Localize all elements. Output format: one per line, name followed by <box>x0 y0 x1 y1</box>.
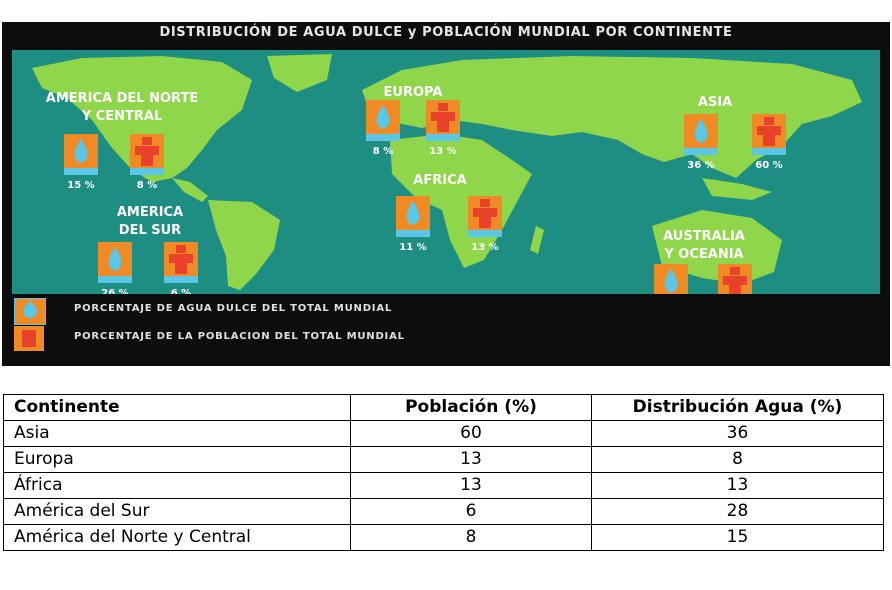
region-name: Y CENTRAL <box>81 109 162 124</box>
person-head-icon <box>142 137 152 145</box>
water-drop-icon <box>108 247 122 271</box>
person-body-icon <box>175 254 187 274</box>
column-header-continent: Continente <box>3 394 351 421</box>
person-head-icon <box>480 199 490 207</box>
region-markers: AMERICA DEL NORTE Y CENTRAL 15 % 8 % AMERICA… <box>46 85 786 294</box>
eurasia-shape <box>362 56 862 178</box>
legend-population-label: PORCENTAJE DE LA POBLACION DEL TOTAL MUN… <box>74 331 405 342</box>
table-header-row: Continente Población (%) Distribución Ag… <box>3 394 884 421</box>
person-head-icon <box>176 245 186 253</box>
continents <box>32 54 862 290</box>
population-percent-label: 6 % <box>171 288 191 294</box>
region-name: AFRICA <box>413 173 466 188</box>
person-body-icon <box>141 146 153 166</box>
cell-population: 6 <box>350 498 592 525</box>
population-level-bar <box>468 230 502 237</box>
population-level-bar <box>752 148 786 155</box>
table-row: América del Sur 6 28 <box>3 498 884 525</box>
infographic-title: DISTRIBUCIÓN DE AGUA DULCE y POBLACIÓN M… <box>2 22 890 44</box>
region-name: ASIA <box>698 95 732 110</box>
water-drop-icon <box>20 301 40 321</box>
column-header-water: Distribución Agua (%) <box>591 394 884 421</box>
legend-water-icon <box>14 298 46 325</box>
cell-population: 60 <box>350 420 592 447</box>
cell-continent: Europa <box>3 446 351 473</box>
population-percent-label: 13 % <box>471 242 498 253</box>
cell-population: 8 <box>350 524 592 551</box>
cell-population: 13 <box>350 446 592 473</box>
southeast-asia-islands-shape <box>702 178 772 200</box>
person-head-icon <box>764 117 774 125</box>
water-drop-icon <box>376 105 390 129</box>
person-body-icon <box>479 208 491 228</box>
world-map: AMERICA DEL NORTE Y CENTRAL 15 % 8 % AMERICA… <box>12 50 880 294</box>
cell-water: 28 <box>591 498 884 525</box>
cell-continent: África <box>3 472 351 499</box>
water-percent-label: 8 % <box>373 146 393 157</box>
person-icon <box>22 330 36 347</box>
north-america-shape <box>32 56 252 182</box>
south-america-shape <box>208 200 280 290</box>
greenland-shape <box>267 54 332 92</box>
water-level-bar <box>64 168 98 175</box>
water-level-bar <box>366 134 400 141</box>
region-name: DEL SUR <box>119 223 181 238</box>
cell-water: 15 <box>591 524 884 551</box>
water-drop-icon <box>694 119 708 143</box>
person-body-icon <box>729 276 741 294</box>
population-level-bar <box>164 276 198 283</box>
water-drop-icon <box>74 139 88 163</box>
madagascar-shape <box>530 226 544 254</box>
data-table: Continente Población (%) Distribución Ag… <box>3 394 884 551</box>
table-row: África 13 13 <box>3 472 884 499</box>
population-level-bar <box>426 134 460 141</box>
region-name: AMERICA DEL NORTE <box>46 91 198 106</box>
person-body-icon <box>437 112 449 132</box>
cell-continent: América del Sur <box>3 498 351 525</box>
region-name: EUROPA <box>384 85 443 100</box>
cell-water: 36 <box>591 420 884 447</box>
table-body: Asia 60 36 Europa 13 8 África 13 13 América del S… <box>3 420 884 551</box>
person-head-icon <box>730 267 740 275</box>
region-name: AMERICA <box>117 205 183 220</box>
water-level-bar <box>98 276 132 283</box>
infographic-panel: DISTRIBUCIÓN DE AGUA DULCE y POBLACIÓN M… <box>2 22 890 366</box>
water-level-bar <box>684 148 718 155</box>
table-head: Continente Población (%) Distribución Ag… <box>3 394 884 421</box>
region-name: AUSTRALIA <box>663 229 745 244</box>
water-level-bar <box>396 230 430 237</box>
legend-water-label: PORCENTAJE DE AGUA DULCE DEL TOTAL MUNDI… <box>74 303 393 314</box>
person-body-icon <box>763 126 775 146</box>
population-percent-label: 60 % <box>755 160 782 171</box>
region-name: Y OCEANIA <box>663 247 743 262</box>
column-header-population: Población (%) <box>350 394 592 421</box>
population-percent-label: 8 % <box>137 180 157 191</box>
water-percent-label: 36 % <box>687 160 714 171</box>
water-percent-label: 26 % <box>101 288 128 294</box>
cell-continent: América del Norte y Central <box>3 524 351 551</box>
cell-water: 13 <box>591 472 884 499</box>
cell-population: 13 <box>350 472 592 499</box>
table-row: América del Norte y Central 8 15 <box>3 524 884 551</box>
water-percent-label: 11 % <box>399 242 426 253</box>
legend-population-icon <box>14 326 44 351</box>
person-head-icon <box>438 103 448 111</box>
table-row: Europa 13 8 <box>3 446 884 473</box>
population-level-bar <box>130 168 164 175</box>
central-america-shape <box>172 178 208 202</box>
cell-water: 8 <box>591 446 884 473</box>
water-percent-label: 15 % <box>67 180 94 191</box>
population-percent-label: 13 % <box>429 146 456 157</box>
water-drop-icon <box>406 201 420 225</box>
cell-continent: Asia <box>3 420 351 447</box>
water-drop-icon <box>664 269 678 293</box>
table-row: Asia 60 36 <box>3 420 884 447</box>
